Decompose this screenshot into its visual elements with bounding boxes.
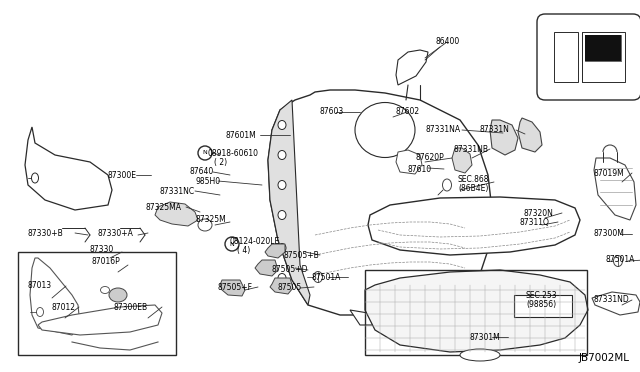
Text: 87640: 87640	[189, 167, 213, 176]
Ellipse shape	[278, 180, 286, 189]
Bar	[514, 295, 572, 317]
Text: ( 2): ( 2)	[214, 157, 227, 167]
Text: 87325MA: 87325MA	[146, 202, 182, 212]
Text: N: N	[203, 151, 207, 155]
Text: 87331NC: 87331NC	[160, 186, 195, 196]
Ellipse shape	[31, 173, 38, 183]
Text: 87331ND: 87331ND	[593, 295, 628, 305]
Ellipse shape	[278, 151, 286, 160]
Text: 87320N: 87320N	[524, 208, 554, 218]
Text: JB7002ML: JB7002ML	[579, 353, 630, 363]
Ellipse shape	[442, 179, 451, 191]
Polygon shape	[594, 158, 636, 220]
Text: 87505+F: 87505+F	[218, 282, 253, 292]
Text: 86400: 86400	[435, 38, 460, 46]
Text: SEC.868: SEC.868	[458, 176, 490, 185]
Text: 87330: 87330	[90, 244, 115, 253]
Text: 08918-60610: 08918-60610	[208, 148, 259, 157]
Polygon shape	[268, 100, 310, 305]
Polygon shape	[30, 258, 80, 335]
Polygon shape	[255, 260, 278, 276]
FancyBboxPatch shape	[537, 14, 640, 100]
Text: 87501A: 87501A	[606, 256, 636, 264]
Text: 87019M: 87019M	[594, 169, 625, 177]
Text: 87610: 87610	[408, 164, 432, 173]
Text: 87620P: 87620P	[415, 154, 444, 163]
Ellipse shape	[36, 308, 44, 317]
Text: 87300E: 87300E	[107, 170, 136, 180]
Ellipse shape	[614, 256, 623, 266]
Text: 87301M: 87301M	[470, 333, 500, 341]
Text: 87505: 87505	[278, 282, 302, 292]
Text: 985H0: 985H0	[196, 176, 221, 186]
Bar	[585, 35, 621, 61]
Text: 87331N: 87331N	[480, 125, 510, 135]
Polygon shape	[25, 127, 112, 210]
Ellipse shape	[198, 219, 212, 231]
Polygon shape	[155, 202, 198, 226]
Text: 08124-020LE: 08124-020LE	[230, 237, 280, 247]
Polygon shape	[268, 90, 492, 315]
Polygon shape	[452, 148, 472, 173]
Bar	[365, 270, 587, 355]
Text: 87331NA: 87331NA	[425, 125, 460, 135]
Polygon shape	[592, 292, 640, 315]
Text: 87331NB: 87331NB	[453, 144, 488, 154]
Ellipse shape	[355, 103, 415, 157]
Text: 87016P: 87016P	[92, 257, 121, 266]
Ellipse shape	[278, 273, 286, 282]
Text: 87501A: 87501A	[311, 273, 340, 282]
Ellipse shape	[109, 288, 127, 302]
Text: 87012: 87012	[51, 302, 75, 311]
Polygon shape	[490, 120, 518, 155]
Text: 87330+B: 87330+B	[28, 228, 64, 237]
Ellipse shape	[278, 211, 286, 219]
Polygon shape	[518, 118, 542, 152]
Polygon shape	[270, 278, 293, 294]
Circle shape	[198, 146, 212, 160]
Text: 87505+B: 87505+B	[284, 250, 320, 260]
Text: 87300M: 87300M	[594, 230, 625, 238]
Ellipse shape	[314, 272, 323, 282]
Text: 87601M: 87601M	[226, 131, 257, 140]
Ellipse shape	[460, 349, 500, 361]
Ellipse shape	[100, 286, 109, 294]
Text: (86B4E): (86B4E)	[458, 185, 488, 193]
Polygon shape	[38, 305, 162, 335]
Text: SEC.253: SEC.253	[526, 292, 557, 301]
Polygon shape	[368, 197, 580, 255]
Polygon shape	[350, 310, 430, 325]
Text: 87311Q: 87311Q	[519, 218, 549, 227]
Text: 87505+D: 87505+D	[272, 266, 308, 275]
Polygon shape	[265, 244, 285, 258]
Text: 87013: 87013	[27, 282, 51, 291]
Ellipse shape	[278, 244, 286, 253]
Text: N: N	[230, 241, 234, 247]
Circle shape	[225, 237, 239, 251]
Polygon shape	[396, 150, 422, 174]
Ellipse shape	[278, 121, 286, 129]
Bar	[585, 35, 621, 61]
Text: 87603: 87603	[320, 108, 344, 116]
Polygon shape	[365, 270, 588, 352]
Bar	[582, 32, 625, 82]
Text: 87602: 87602	[395, 108, 419, 116]
Bar	[18, 252, 176, 355]
Text: 87300EB: 87300EB	[113, 302, 147, 311]
Polygon shape	[396, 50, 428, 85]
Polygon shape	[220, 280, 245, 296]
Text: (98856): (98856)	[526, 301, 556, 310]
Text: 87330+A: 87330+A	[98, 228, 134, 237]
Text: ( 4): ( 4)	[237, 247, 250, 256]
Bar	[554, 32, 578, 82]
Text: 87325M: 87325M	[195, 215, 226, 224]
